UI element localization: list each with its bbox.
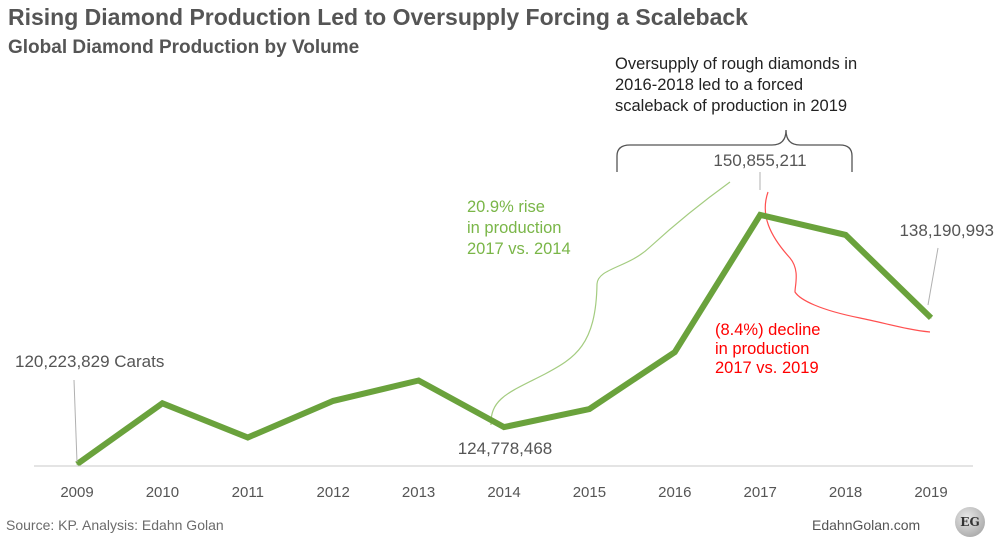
rise-annotation-text: in production [467,219,561,237]
data-point [930,317,932,319]
source-note: Source: KP. Analysis: Edahn Golan [6,517,224,533]
decline-brace [764,191,931,333]
x-tick-label: 2011 [232,484,264,501]
x-tick-label: 2013 [402,484,435,501]
x-tick-label: 2016 [658,484,691,501]
data-point [674,351,676,353]
chart-title: Rising Diamond Production Led to Oversup… [8,4,748,30]
data-point [161,402,163,404]
x-tick-label: 2015 [573,484,606,501]
x-tick-label: 2010 [146,484,179,501]
data-point [503,426,505,428]
leader-line [73,379,78,463]
x-tick-label: 2019 [914,484,947,501]
data-point [845,234,847,236]
decline-annotation-text: (8.4%) decline [715,321,820,339]
x-tick-label: 2017 [744,484,777,501]
oversupply-annotation-text: 2016-2018 led to a forced [615,76,803,94]
decline-annotation-text: in production [715,340,809,358]
rise-annotation-text: 20.9% rise [467,198,545,216]
data-point [418,380,420,382]
oversupply-annotation-text: Oversupply of rough diamonds in [615,55,857,73]
site-credit: EdahnGolan.com [812,517,921,533]
data-label: 120,223,829 Carats [15,352,164,371]
data-point [76,463,78,465]
data-point [247,437,249,439]
data-point [588,408,590,410]
chart-subtitle: Global Diamond Production by Volume [8,37,360,58]
data-label: 138,190,993 [899,221,994,240]
x-tick-label: 2012 [317,484,350,501]
leader-line [927,247,939,306]
data-label: 124,778,468 [458,439,553,458]
rise-annotation-text: 2017 vs. 2014 [467,240,571,258]
x-tick-label: 2009 [60,484,93,501]
oversupply-brace [616,129,853,172]
data-point [332,400,334,402]
data-point [759,214,761,216]
decline-annotation-text: 2017 vs. 2019 [715,359,819,377]
rise-brace [490,181,731,426]
data-label: 150,855,211 [713,151,806,170]
eg-logo: EG [955,507,985,537]
x-tick-label: 2018 [829,484,862,501]
x-tick-label: 2014 [487,484,520,501]
oversupply-annotation-text: scaleback of production in 2019 [615,97,847,115]
